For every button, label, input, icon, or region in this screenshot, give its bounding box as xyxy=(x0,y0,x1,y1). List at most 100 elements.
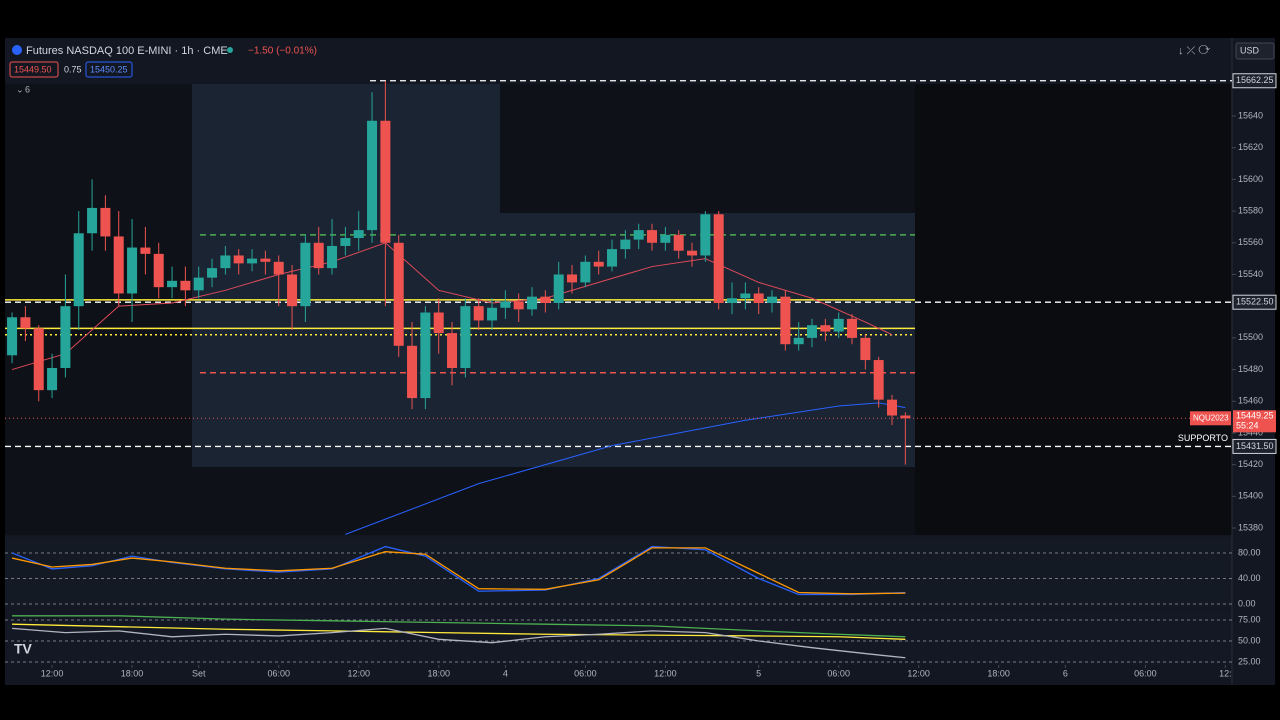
candle-body xyxy=(793,337,804,345)
future-zone xyxy=(915,84,1232,535)
candle-body xyxy=(393,242,404,346)
symbol[interactable]: Futures NASDAQ 100 E-MINI · 1h · CME xyxy=(26,45,228,57)
candle-body xyxy=(247,258,258,264)
candle-body xyxy=(713,214,724,304)
bid-box[interactable] xyxy=(9,61,59,78)
x-tick-label: 18:00 xyxy=(987,668,1010,678)
y-tick-label: 15400 xyxy=(1238,491,1263,501)
annotation: SUPPORTO xyxy=(1178,433,1228,443)
candle-body xyxy=(140,247,151,254)
pane-tick-label: 40.00 xyxy=(1238,573,1261,583)
price-tag xyxy=(1233,410,1276,433)
ask[interactable]: 15450.25 xyxy=(90,64,128,74)
ticker: NQU2023 xyxy=(1193,413,1229,422)
candle-body xyxy=(860,337,871,361)
currency[interactable]: USD xyxy=(1240,45,1260,55)
pane-tick-label: 50.00 xyxy=(1238,635,1261,645)
candle-body xyxy=(260,258,271,262)
candle-body xyxy=(287,274,298,307)
candle-body xyxy=(340,238,351,246)
line xyxy=(12,623,906,640)
level-tag xyxy=(1232,73,1277,89)
candle-body xyxy=(673,234,684,251)
indicator-count[interactable]: 6 xyxy=(25,84,30,94)
candle-body xyxy=(540,296,551,304)
x-tick-label: 06:00 xyxy=(267,668,290,678)
candle-body xyxy=(460,306,471,368)
candle-body xyxy=(900,415,911,419)
candle-body xyxy=(473,306,484,321)
candle-body xyxy=(407,345,418,399)
candle-body xyxy=(180,280,191,291)
candle-body xyxy=(353,230,364,239)
currency-box[interactable] xyxy=(1235,42,1275,60)
candle-body xyxy=(20,317,31,329)
candle-body xyxy=(660,234,671,243)
candle-body xyxy=(87,207,98,234)
pane-tick-label: 80.00 xyxy=(1238,547,1261,557)
candle-body xyxy=(60,306,71,368)
spread: 0.75 xyxy=(64,64,82,74)
x-tick-label: 4 xyxy=(503,668,508,678)
y-tick-label: 15640 xyxy=(1238,110,1263,120)
last-price: 15449.25 xyxy=(1236,411,1274,421)
candle-body xyxy=(580,261,591,283)
candle-body xyxy=(740,293,751,299)
line xyxy=(11,545,906,596)
candle-body xyxy=(100,207,111,237)
candle-body xyxy=(233,255,244,264)
candle-body xyxy=(380,120,391,243)
level-label: 15431.50 xyxy=(1236,441,1274,451)
candle-body xyxy=(607,249,618,267)
level-label: 15662.25 xyxy=(1236,75,1274,85)
candle-body xyxy=(313,242,324,269)
y-tick-label: 15440 xyxy=(1238,427,1263,437)
line xyxy=(11,242,893,371)
x-tick-label: 06:00 xyxy=(574,668,597,678)
candle-body xyxy=(820,325,831,332)
candle-body xyxy=(593,261,604,267)
candle-body xyxy=(833,318,844,332)
bid[interactable]: 15449.50 xyxy=(14,64,52,74)
candle-body xyxy=(420,312,431,399)
x-tick-label: 12:00 xyxy=(907,668,930,678)
x-tick-label: Set xyxy=(192,668,206,678)
y-tick-label: 15540 xyxy=(1238,269,1263,279)
line xyxy=(12,627,906,659)
candle-body xyxy=(780,296,791,345)
x-tick-label: 06:00 xyxy=(827,668,850,678)
pane-tick-label: 75.00 xyxy=(1238,614,1261,624)
ask-box[interactable] xyxy=(85,61,133,78)
y-tick-label: 15460 xyxy=(1238,396,1263,406)
candle-body xyxy=(553,274,564,304)
x-tick-label: 06:00 xyxy=(1134,668,1157,678)
profile-zone xyxy=(192,84,500,467)
candle-body xyxy=(647,230,658,243)
candle-body xyxy=(113,236,124,294)
candle-body xyxy=(847,318,858,338)
y-tick-label: 15620 xyxy=(1238,142,1263,152)
candle-body xyxy=(193,277,204,291)
candle-body xyxy=(7,317,18,356)
y-tick-label: 15420 xyxy=(1238,459,1263,469)
toolbar-icons[interactable]: ↓ ⤫ ⟳ xyxy=(1178,44,1210,57)
candle-body xyxy=(753,293,764,304)
candle-body xyxy=(73,233,84,307)
indicator-toggle[interactable]: ⌄ xyxy=(16,84,24,94)
candle-body xyxy=(500,301,511,308)
status-dot xyxy=(227,47,233,53)
y-tick-label: 15600 xyxy=(1238,174,1263,184)
candle-body xyxy=(887,399,898,416)
logo: TV xyxy=(14,641,33,657)
candle-body xyxy=(33,328,44,391)
candle-body xyxy=(127,247,138,294)
x-tick-label: 18:00 xyxy=(427,668,450,678)
candle-body xyxy=(367,120,378,231)
x-tick-label: 12: xyxy=(1219,668,1232,678)
ticker-tag xyxy=(1190,411,1231,426)
x-tick-label: 12:00 xyxy=(41,668,64,678)
x-tick-label: 6 xyxy=(1063,668,1068,678)
candle-body xyxy=(447,333,458,368)
